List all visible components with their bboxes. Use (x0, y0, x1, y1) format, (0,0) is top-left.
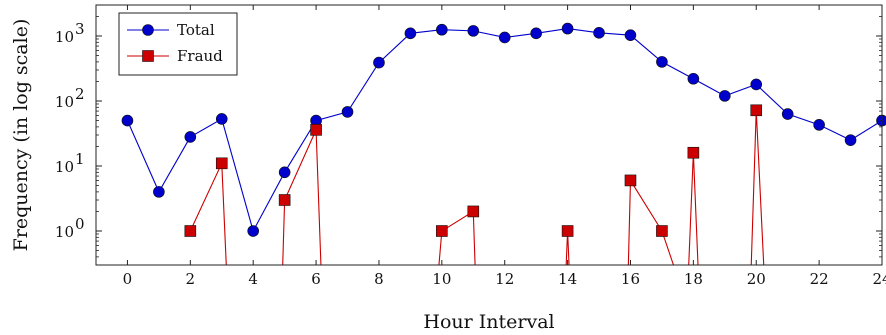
data-point-total (341, 106, 354, 118)
data-point-fraud (184, 225, 197, 237)
data-point-fraud (467, 205, 480, 218)
data-point-total (656, 56, 668, 68)
data-point-total (436, 23, 448, 36)
y-tick-exponent: 2 (75, 85, 85, 103)
legend-marker-total (142, 24, 154, 36)
x-tick-label: 4 (248, 270, 258, 288)
data-point-fraud (656, 225, 668, 237)
legend-marker-fraud (142, 50, 154, 62)
x-tick-label: 0 (123, 270, 133, 288)
data-point-total (215, 113, 228, 125)
y-tick-label: 10 (55, 93, 74, 111)
data-point-total (247, 225, 259, 237)
legend-label-fraud: Fraud (177, 47, 223, 65)
data-point-total (624, 29, 637, 41)
legend-box (118, 12, 238, 76)
data-point-fraud (278, 194, 291, 206)
data-point-fraud (624, 174, 637, 187)
data-point-total (373, 56, 385, 69)
data-point-total (278, 166, 291, 179)
y-tick-exponent: 3 (75, 20, 85, 38)
x-tick-label: 22 (810, 270, 829, 288)
data-point-fraud (310, 124, 322, 136)
y-tick-label: 10 (55, 158, 74, 176)
y-tick-exponent: 0 (75, 215, 85, 233)
plot-frame (95, 4, 883, 266)
series-line-total (126, 28, 882, 233)
data-point-total (498, 31, 511, 44)
data-point-total (687, 72, 700, 85)
x-tick-label: 12 (495, 270, 514, 288)
x-tick-label: 20 (747, 270, 766, 288)
data-point-total (844, 134, 857, 146)
data-point-total (530, 27, 542, 40)
x-axis-label: Hour Interval (423, 311, 554, 333)
legend: Total Fraud (118, 12, 238, 76)
data-point-total (781, 108, 794, 120)
data-point-total (153, 186, 165, 198)
x-tick-label: 6 (311, 270, 321, 288)
data-point-total (813, 119, 825, 131)
data-point-total (184, 131, 197, 143)
y-axis-label: Frequency (in log scale) (10, 19, 32, 252)
series-markers (121, 22, 886, 237)
data-point-fraud (436, 225, 448, 237)
data-point-total (121, 114, 134, 127)
data-point-total (404, 27, 417, 40)
data-point-total (593, 27, 605, 39)
x-tick-label: 14 (558, 270, 577, 288)
x-tick-label: 24 (872, 270, 886, 288)
x-tick-label: 2 (186, 270, 196, 288)
y-tick-exponent: 1 (75, 150, 85, 168)
legend-label-total: Total (177, 21, 215, 39)
data-point-fraud (561, 225, 574, 237)
data-point-fraud (687, 146, 700, 159)
x-tick-label: 16 (621, 270, 640, 288)
y-tick-label: 10 (55, 223, 74, 241)
data-point-total (750, 78, 763, 91)
data-point-fraud (215, 157, 228, 170)
data-point-total (718, 90, 731, 102)
data-point-total (467, 25, 480, 37)
x-tick-label: 18 (684, 270, 703, 288)
y-tick-label: 10 (55, 28, 74, 46)
data-point-fraud (750, 104, 763, 117)
data-point-total (561, 22, 574, 35)
series-line-fraud (189, 110, 765, 265)
x-tick-label: 8 (374, 270, 384, 288)
x-tick-label: 10 (432, 270, 451, 288)
